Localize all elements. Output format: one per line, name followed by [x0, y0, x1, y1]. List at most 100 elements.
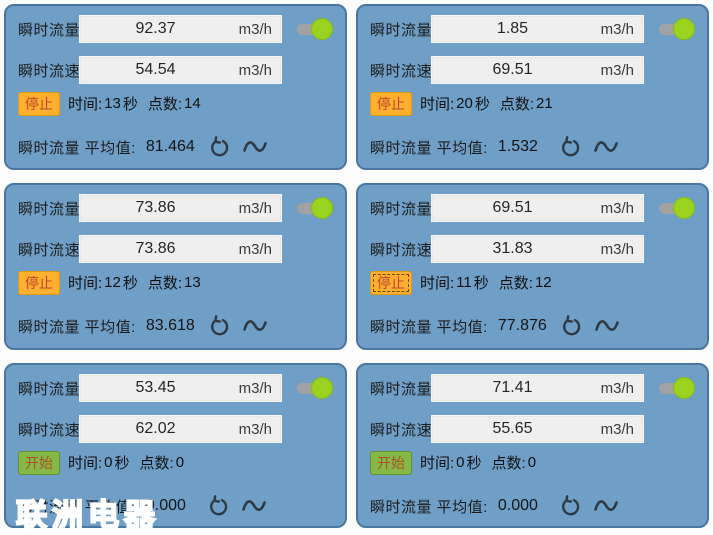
time-value: 0	[104, 454, 112, 471]
velocity-unit: m3/h	[592, 421, 642, 438]
flow-row: 瞬时流量 92.37 m3/h	[18, 16, 333, 42]
flow-value-field[interactable]: 92.37 m3/h	[80, 16, 281, 42]
velocity-value-field[interactable]: 69.51 m3/h	[432, 57, 643, 83]
start-stop-button[interactable]: 开始	[370, 451, 412, 475]
velocity-value: 69.51	[433, 61, 592, 79]
waveform-icon	[594, 317, 620, 335]
flow-meter-panel: 瞬时流量 1.85 m3/h 瞬时流速 69.51 m3/h 停止 时间: 20	[356, 4, 709, 170]
flow-display-toggle[interactable]	[297, 17, 333, 41]
time-prefix: 时间:	[68, 452, 102, 473]
velocity-value-field[interactable]: 54.54 m3/h	[80, 57, 281, 83]
toggle-knob	[311, 197, 333, 219]
average-value: 77.876	[498, 317, 547, 335]
flow-label: 瞬时流量	[18, 198, 80, 219]
flow-label: 瞬时流量	[18, 19, 80, 40]
toggle-knob	[673, 377, 695, 399]
start-stop-button[interactable]: 停止	[370, 271, 412, 295]
toggle-knob	[311, 377, 333, 399]
flow-value-field[interactable]: 1.85 m3/h	[432, 16, 643, 42]
reset-average-button[interactable]	[207, 314, 231, 338]
seconds-suffix: 秒	[115, 452, 130, 473]
show-curve-button[interactable]	[594, 494, 618, 518]
average-label: 瞬时流量 平均值:	[18, 496, 136, 517]
velocity-label: 瞬时流速	[18, 419, 80, 440]
velocity-unit: m3/h	[230, 62, 280, 79]
reset-icon	[207, 495, 229, 517]
flow-row: 瞬时流量 1.85 m3/h	[370, 16, 695, 42]
flow-unit: m3/h	[592, 21, 642, 38]
average-label: 瞬时流量 平均值:	[370, 137, 488, 158]
flow-display-toggle[interactable]	[297, 196, 333, 220]
velocity-label: 瞬时流速	[18, 239, 80, 260]
start-stop-button[interactable]: 开始	[18, 451, 60, 475]
show-curve-button[interactable]	[243, 314, 267, 338]
reset-average-button[interactable]	[559, 314, 583, 338]
flow-row: 瞬时流量 53.45 m3/h	[18, 375, 333, 401]
velocity-row: 瞬时流速 54.54 m3/h	[18, 57, 333, 83]
flow-display-toggle[interactable]	[659, 376, 695, 400]
flow-row: 瞬时流量 73.86 m3/h	[18, 195, 333, 221]
points-value: 12	[535, 274, 552, 291]
flow-display-toggle[interactable]	[297, 376, 333, 400]
reset-average-button[interactable]	[558, 135, 582, 159]
flow-meter-panel: 瞬时流量 69.51 m3/h 瞬时流速 31.83 m3/h 停止 时间: 1…	[356, 183, 709, 350]
velocity-row: 瞬时流速 55.65 m3/h	[370, 416, 695, 442]
reset-icon	[559, 136, 581, 158]
reset-icon	[559, 495, 581, 517]
flow-label: 瞬时流量	[370, 19, 432, 40]
show-curve-button[interactable]	[243, 135, 267, 159]
points-prefix: 点数:	[148, 272, 182, 293]
flow-display-toggle[interactable]	[659, 196, 695, 220]
average-value: 81.464	[146, 138, 195, 156]
points-prefix: 点数:	[140, 452, 174, 473]
flow-value-field[interactable]: 73.86 m3/h	[80, 195, 281, 221]
control-row: 开始 时间: 0 秒 点数: 0	[18, 450, 333, 475]
average-value: 1.532	[498, 138, 546, 156]
velocity-value-field[interactable]: 73.86 m3/h	[80, 236, 281, 262]
show-curve-button[interactable]	[595, 314, 619, 338]
velocity-label: 瞬时流速	[370, 239, 432, 260]
velocity-value: 62.02	[81, 420, 230, 438]
time-prefix: 时间:	[420, 452, 454, 473]
flow-unit: m3/h	[230, 380, 280, 397]
reset-average-button[interactable]	[558, 494, 582, 518]
flow-unit: m3/h	[230, 21, 280, 38]
velocity-value: 54.54	[81, 61, 230, 79]
average-row: 瞬时流量 平均值: 77.876	[370, 313, 695, 339]
reset-average-button[interactable]	[206, 494, 230, 518]
velocity-value-field[interactable]: 31.83 m3/h	[432, 236, 643, 262]
velocity-unit: m3/h	[230, 241, 280, 258]
velocity-unit: m3/h	[592, 241, 642, 258]
time-prefix: 时间:	[68, 93, 102, 114]
velocity-value-field[interactable]: 55.65 m3/h	[432, 416, 643, 442]
flow-value-field[interactable]: 71.41 m3/h	[432, 375, 643, 401]
status-text: 时间: 11 秒 点数: 12	[420, 272, 554, 293]
waveform-icon	[593, 138, 619, 156]
flow-value-field[interactable]: 69.51 m3/h	[432, 195, 643, 221]
start-stop-button[interactable]: 停止	[18, 271, 60, 295]
time-value: 0	[456, 454, 464, 471]
average-row: 瞬时流量 平均值: 0.000	[370, 493, 695, 519]
points-prefix: 点数:	[500, 93, 534, 114]
average-row: 瞬时流量 平均值: 1.532	[370, 134, 695, 160]
average-value: 83.618	[146, 317, 195, 335]
flow-meter-panel: 瞬时流量 71.41 m3/h 瞬时流速 55.65 m3/h 开始 时间: 0	[356, 363, 709, 528]
reset-average-button[interactable]	[207, 135, 231, 159]
average-row: 瞬时流量 平均值: 81.464	[18, 134, 333, 160]
status-text: 时间: 0 秒 点数: 0	[420, 452, 538, 473]
toggle-knob	[311, 18, 333, 40]
flow-value-field[interactable]: 53.45 m3/h	[80, 375, 281, 401]
time-value: 11	[456, 274, 472, 291]
points-prefix: 点数:	[148, 93, 182, 114]
velocity-value-field[interactable]: 62.02 m3/h	[80, 416, 281, 442]
start-stop-button[interactable]: 停止	[370, 92, 412, 116]
start-stop-button[interactable]: 停止	[18, 92, 60, 116]
flow-display-toggle[interactable]	[659, 17, 695, 41]
points-value: 13	[184, 274, 201, 291]
waveform-icon	[242, 138, 268, 156]
show-curve-button[interactable]	[594, 135, 618, 159]
show-curve-button[interactable]	[242, 494, 266, 518]
velocity-unit: m3/h	[230, 421, 280, 438]
velocity-label: 瞬时流速	[370, 419, 432, 440]
flow-unit: m3/h	[230, 200, 280, 217]
